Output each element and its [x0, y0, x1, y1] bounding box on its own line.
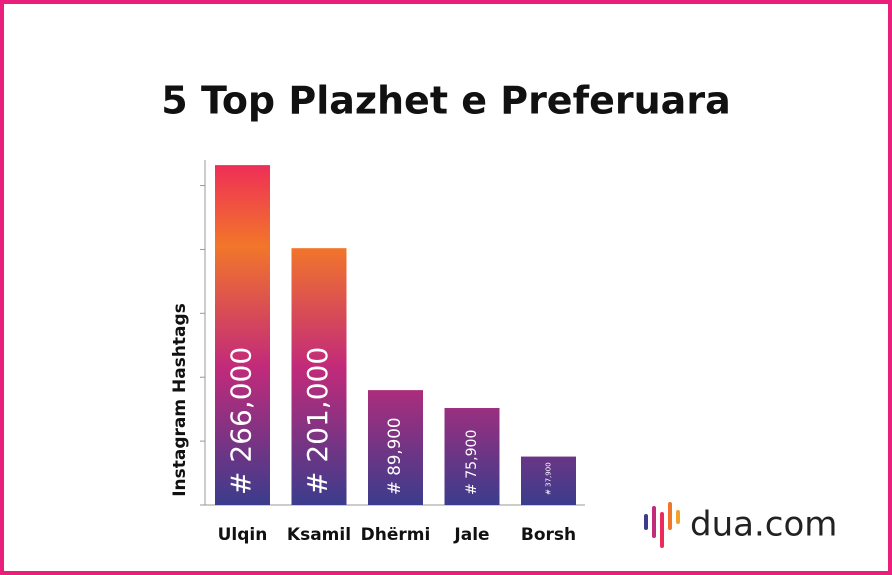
bar	[368, 390, 423, 505]
value-label: # 266,000	[225, 347, 258, 495]
value-label: # 89,900	[385, 418, 404, 495]
x-tick-label: Borsh	[521, 525, 576, 545]
x-tick-label: Ksamil	[287, 525, 351, 545]
value-label: # 37,900	[544, 462, 553, 495]
x-tick-label: Ulqin	[218, 525, 268, 545]
bar	[215, 165, 270, 505]
bar	[291, 248, 347, 505]
bar	[521, 456, 576, 505]
value-label: # 75,900	[464, 430, 480, 495]
logo-text: dua.com	[690, 505, 837, 545]
x-tick-label: Jale	[453, 525, 489, 545]
logo-icon	[644, 502, 680, 548]
chart-title: 5 Top Plazhet e Preferuara	[161, 79, 730, 123]
y-axis-label: Instagram Hashtags	[170, 303, 190, 497]
value-label: # 201,000	[301, 347, 334, 495]
x-tick-label: Dhërmi	[361, 525, 431, 545]
bar	[444, 408, 500, 505]
